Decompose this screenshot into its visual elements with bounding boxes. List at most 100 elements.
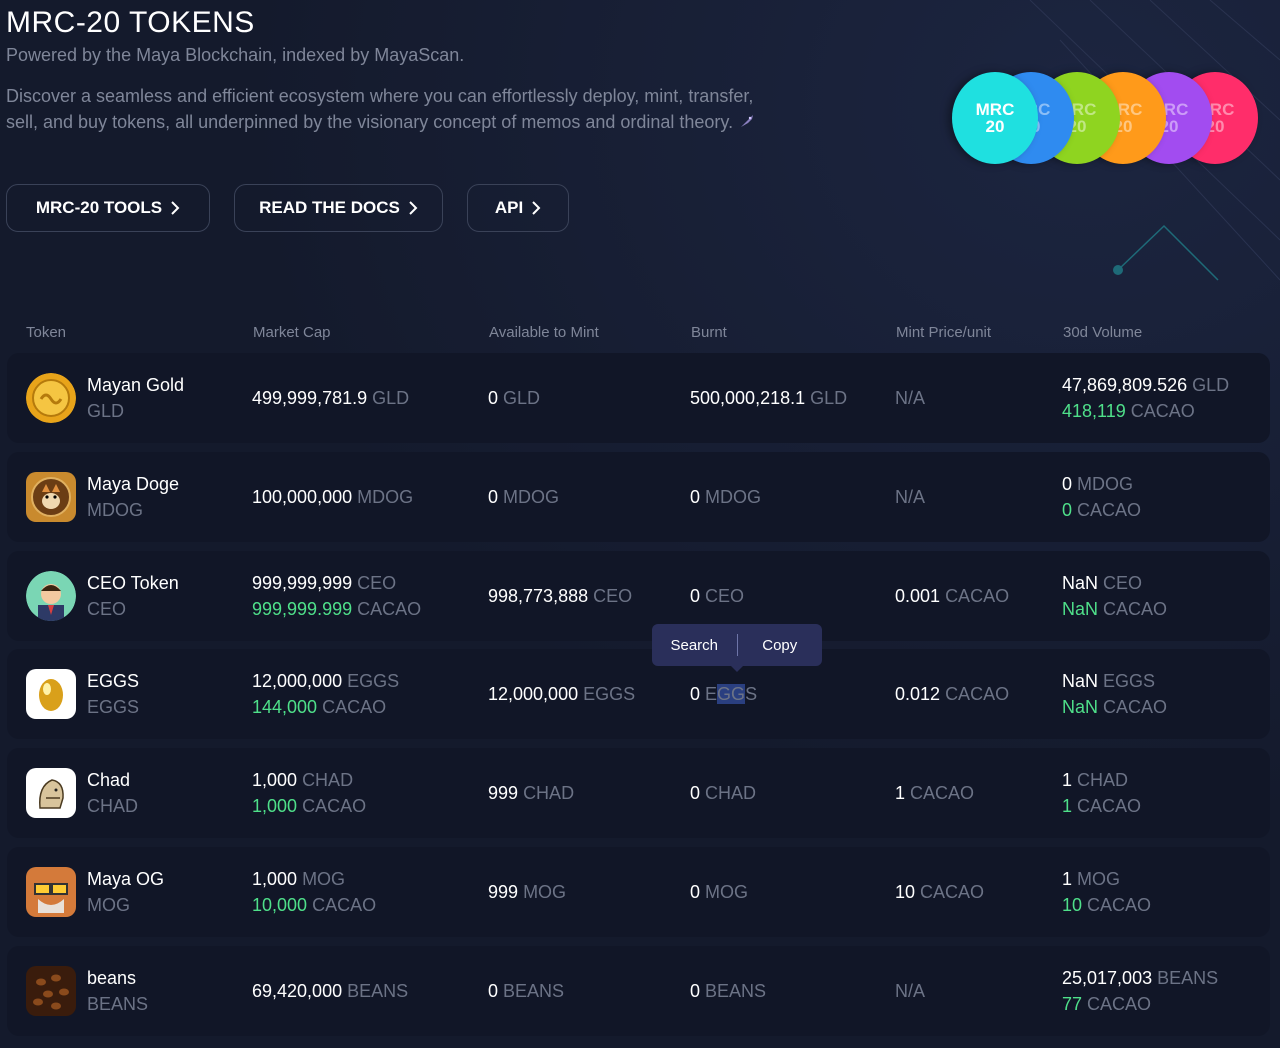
- market-cap-unit: BEANS: [347, 980, 409, 1001]
- burnt-cell: 0 BEANS: [690, 946, 766, 1036]
- token-row[interactable]: Mayan Gold GLD 499,999,781.9 GLD 0 GLD 500,0…: [7, 353, 1270, 443]
- market-cap-value: 100,000,000: [252, 486, 353, 507]
- burnt-value: 0: [690, 882, 701, 902]
- search-option[interactable]: Search: [670, 636, 719, 654]
- market-cap-unit: MDOG: [357, 486, 414, 507]
- token-avatar: [26, 768, 76, 819]
- available-unit: MOG: [523, 882, 567, 902]
- col-burnt: Burnt: [691, 324, 727, 341]
- volume-cacao-value: 10: [1062, 895, 1083, 915]
- volume-value: 47,869,809.526: [1062, 375, 1188, 395]
- mint-price-value: 0.001: [895, 585, 941, 606]
- token-name[interactable]: Maya OG: [87, 869, 165, 889]
- burnt-unit: EGGS: [705, 684, 758, 705]
- volume-cacao-value: 0: [1062, 499, 1073, 520]
- token-name[interactable]: Chad: [87, 770, 131, 791]
- market-cap-cacao-unit: CACAO: [322, 697, 387, 718]
- market-cap-cacao-value: 10,000: [252, 895, 308, 915]
- page-title: MRC-20 TOKENS: [6, 6, 255, 39]
- volume-cacao-unit: CACAO: [1130, 401, 1195, 421]
- token-name[interactable]: Maya Doge: [87, 473, 180, 494]
- menu-divider: [736, 634, 738, 656]
- available-cell: 12,000,000 EGGS: [488, 649, 635, 739]
- available-unit: MDOG: [503, 486, 560, 507]
- available-unit: CHAD: [523, 783, 575, 804]
- market-cap-value: 69,420,000: [252, 980, 343, 1001]
- available-unit: BEANS: [503, 980, 565, 1001]
- volume-cell: NaN EGGS NaN CACAO: [1062, 649, 1167, 739]
- volume-cell: NaN CEO NaN CACAO: [1062, 551, 1167, 641]
- token-row[interactable]: Maya Doge MDOG 100,000,000 MDOG 0 MDOG 0 MDO…: [7, 451, 1270, 542]
- mint-price-value: N/A: [895, 486, 926, 507]
- table-header: Token Market Cap Available to Mint Burnt…: [0, 324, 1280, 344]
- mint-price-value: N/A: [895, 980, 926, 1001]
- burnt-cell: 0 CEO: [690, 551, 744, 641]
- token-row[interactable]: EGGS EGGS 12,000,000 EGGS 144,000 CACAO 12,0…: [7, 649, 1270, 740]
- token-row[interactable]: Chad CHAD 1,000 CHAD 1,000 CACAO 999 CHAD 0 C…: [7, 748, 1270, 839]
- market-cap-value: 999,999,999: [252, 572, 353, 593]
- token-avatar: [26, 965, 76, 1016]
- api-button[interactable]: API: [467, 184, 569, 232]
- token-row[interactable]: Maya OG MOG 1,000 MOG 10,000 CACAO 999 MOG 0 …: [7, 847, 1270, 937]
- available-cell: 0 BEANS: [488, 946, 564, 1036]
- token-row[interactable]: CEO Token CEO 999,999,999 CEO 999,999.999 C…: [7, 550, 1270, 641]
- chevron-right-icon: [171, 201, 180, 215]
- volume-cacao-unit: CACAO: [1087, 895, 1152, 915]
- burnt-value: 0: [690, 585, 701, 606]
- burnt-unit: CEO: [705, 585, 745, 606]
- available-value: 999: [488, 783, 519, 804]
- available-cell: 0 MDOG: [488, 452, 559, 542]
- available-cell: 998,773,888 CEO: [488, 551, 632, 641]
- intro-text: Discover a seamless and efficient ecosys…: [6, 83, 766, 135]
- volume-cacao-unit: CACAO: [1077, 499, 1142, 520]
- available-value: 999: [488, 882, 519, 902]
- market-cap-value: 499,999,781.9: [252, 388, 368, 408]
- burnt-unit: GLD: [810, 388, 848, 408]
- burnt-value: 0: [690, 684, 701, 705]
- volume-cacao-value: 1: [1062, 796, 1073, 817]
- market-cap-cell: 999,999,999 CEO 999,999.999 CACAO: [252, 551, 421, 641]
- burnt-value: 0: [690, 980, 701, 1001]
- volume-cell: 1 MOG 10 CACAO: [1062, 847, 1151, 937]
- read-docs-button[interactable]: READ THE DOCS: [234, 184, 443, 232]
- copy-option[interactable]: Copy: [762, 636, 798, 654]
- market-cap-unit: CEO: [357, 572, 397, 593]
- token-name[interactable]: CEO Token: [87, 572, 179, 593]
- token-name[interactable]: beans: [87, 967, 137, 988]
- market-cap-cacao-unit: CACAO: [357, 598, 422, 619]
- market-cap-unit: CHAD: [302, 770, 354, 791]
- available-value: 0: [488, 486, 499, 507]
- token-avatar: [26, 669, 76, 720]
- volume-value: 25,017,003: [1062, 967, 1153, 988]
- token-row[interactable]: beans BEANS 69,420,000 BEANS 0 BEANS 0 BEANS…: [7, 945, 1270, 1036]
- col-token: Token: [26, 324, 67, 341]
- market-cap-cacao-value: 999,999.999: [252, 598, 353, 619]
- rocket-icon: [741, 115, 754, 127]
- mint-price-cell: N/A: [895, 353, 925, 443]
- market-cap-cell: 1,000 MOG 10,000 CACAO: [252, 847, 376, 937]
- token-name[interactable]: EGGS: [87, 671, 140, 692]
- token-name[interactable]: Mayan Gold: [87, 375, 185, 395]
- volume-cell: 47,869,809.526 GLD 418,119 CACAO: [1062, 353, 1229, 443]
- token-avatar: [26, 570, 76, 621]
- volume-cacao-value: 418,119: [1062, 401, 1126, 421]
- col-market-cap: Market Cap: [253, 324, 331, 341]
- volume-cacao-value: NaN: [1062, 697, 1099, 718]
- coin-cyan: MRC 20: [952, 72, 1038, 164]
- selection-context-menu: Search Copy: [652, 624, 822, 666]
- market-cap-value: 1,000: [252, 869, 298, 889]
- mint-price-cell: 0.001 CACAO: [895, 551, 1009, 641]
- available-value: 998,773,888: [488, 585, 589, 606]
- volume-cell: 1 CHAD 1 CACAO: [1062, 748, 1141, 838]
- volume-cacao-value: NaN: [1062, 598, 1099, 619]
- market-cap-cacao-value: 1,000: [252, 796, 298, 817]
- chevron-right-icon: [532, 201, 541, 215]
- market-cap-cacao-value: 144,000: [252, 697, 318, 718]
- burnt-cell: 0 CHAD: [690, 748, 756, 838]
- mrc20-tools-button[interactable]: MRC-20 TOOLS: [6, 184, 210, 232]
- available-value: 0: [488, 980, 499, 1001]
- volume-cacao-unit: CACAO: [1077, 796, 1142, 817]
- available-value: 0: [488, 388, 499, 408]
- page-subtitle: Powered by the Maya Blockchain, indexed …: [6, 45, 465, 65]
